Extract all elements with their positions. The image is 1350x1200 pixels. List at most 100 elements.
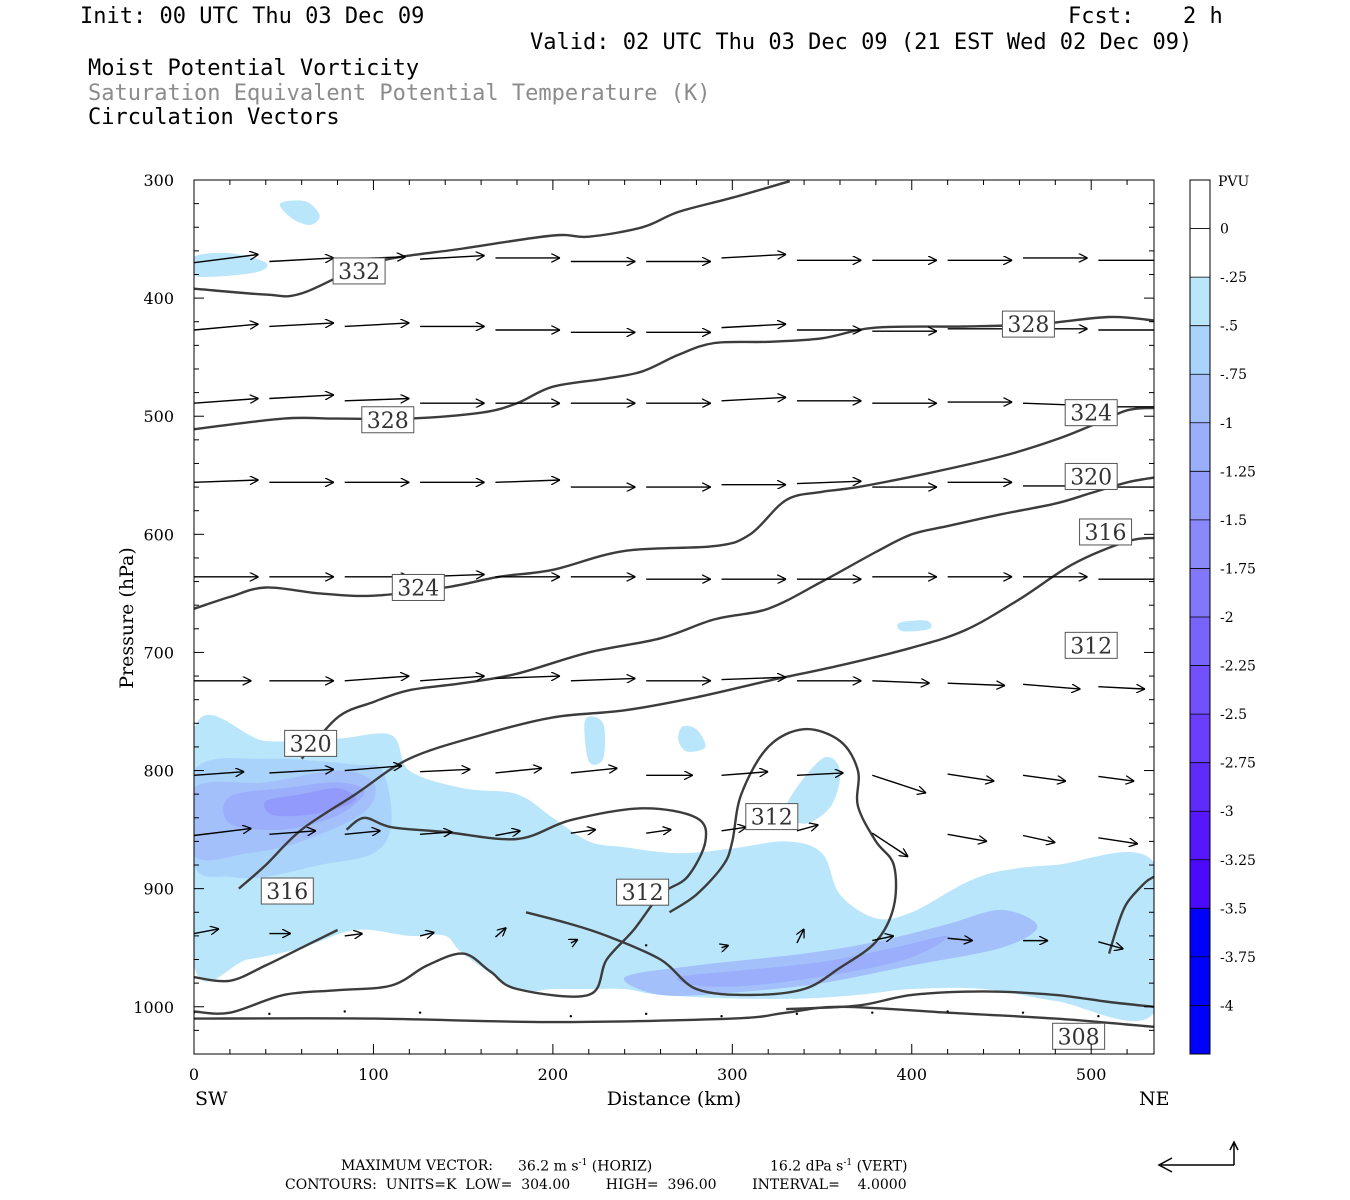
colorbar-label: -2.75 [1220,756,1256,772]
vector-stub [1097,1015,1100,1018]
x-tick-label: 200 [538,1065,569,1084]
circulation-vector [872,936,894,941]
colorbar-label: -3 [1220,804,1234,820]
circulation-vector [194,828,251,837]
colorbar-label: -3.75 [1220,950,1256,966]
colorbar-label: -1.75 [1220,561,1256,577]
circulation-vector [194,929,219,934]
circulation-vector [570,768,618,774]
x-tick-label: 500 [1076,1065,1107,1084]
circulation-vector [194,324,259,331]
circulation-vector [721,254,787,258]
circulation-vector [721,677,787,679]
x-end-label-right: NE [1139,1088,1170,1110]
circulation-vector [420,256,485,260]
theta-es-contour [194,928,339,983]
colorbar-label: -2 [1220,610,1234,626]
contour-label-box [260,877,314,905]
y-tick-label: 300 [143,171,174,190]
colorbar-label: -2.5 [1220,707,1247,723]
colorbar-swatch [1190,325,1210,375]
valid-time: Valid: 02 UTC Thu 03 Dec 09 (21 EST Wed … [530,30,1193,55]
contour-label-box [332,257,386,285]
pv-fill-region [676,935,948,987]
circulation-vector [269,769,334,773]
circulation-vector [1022,834,1055,843]
contour-labels: 332 328 328 324 324 320 320 316 316 312 312 312 308 [260,257,1133,1050]
contour-label: 328 [367,409,409,434]
x-axis: 0 100 200 300 400 500 [189,180,1128,1084]
circulation-vector [796,481,862,483]
contour-label: 332 [338,260,380,285]
circulation-vector [872,774,926,793]
contour-label: 324 [397,576,439,601]
pv-fill-region [897,620,932,632]
vector-stub [871,1011,874,1014]
contour-label-box [1064,631,1118,659]
circulation-vector [495,676,560,678]
circulation-vector [947,773,995,781]
colorbar-label: -4 [1220,998,1234,1014]
max-vector-vert: 16.2 dPa s-1 (VERT) [770,1158,908,1175]
colorbar-label: -.5 [1220,319,1238,335]
circulation-vector [194,480,259,482]
circulation-vector [420,769,470,771]
contour-label-box [391,573,445,601]
colorbar-swatch [1190,228,1210,278]
colorbar-label: -1 [1220,416,1234,432]
init-time: Init: 00 UTC Thu 03 Dec 09 [80,4,425,29]
theta-es-contour [194,180,791,298]
theta-es-contour [238,536,1154,890]
circulation-vector [646,830,671,834]
contour-label: 312 [1070,634,1112,659]
theta-es-contour [194,1005,1154,1028]
theta-es-contour [300,476,1154,760]
colorbar-swatch [1190,859,1210,909]
colorbar-swatch [1190,519,1210,569]
field-title-theta-es: Saturation Equivalent Potential Temperat… [88,81,711,106]
colorbar-swatch [1190,277,1210,326]
colorbar-swatch [1190,422,1210,472]
max-vector-horiz: 36.2 m s-1 (HORIZ) [518,1158,653,1175]
colorbar-swatch [1190,374,1210,423]
circulation-vector [796,773,844,775]
contour-label-box [1064,399,1118,427]
circulation-vector [495,480,560,482]
contour-label-box [1079,518,1133,546]
vector-stub [946,1010,949,1013]
contour-label: 312 [751,806,793,831]
circulation-vector [871,832,908,857]
colorbar: 0 -.25 -.5 -.75 -1 -1.25 -1.5 -1.75 -2 -2.25 -2.5 -… [1189,179,1256,1055]
colorbar-label: -1.5 [1220,513,1247,529]
colorbar-label: -.25 [1220,270,1247,286]
circulation-vector [947,833,987,841]
vector-stub [569,1015,573,1018]
circulation-vector [722,945,729,947]
colorbar-swatch [1190,714,1210,763]
circulation-vector [570,830,596,834]
contour-label-box [361,406,415,434]
vector-stub [1021,1011,1025,1014]
field-title-mpv: Moist Potential Vorticity [88,56,420,81]
contour-label: 320 [1070,465,1112,490]
contour-label: 324 [1070,402,1112,427]
circulation-vector [344,934,363,936]
colorbar-swatch [1190,762,1210,812]
colorbar-label: -.75 [1220,367,1247,383]
vector-stub [343,1010,346,1013]
circulation-vector [269,323,334,327]
colorbar-swatch [1190,471,1210,520]
theta-es-contour [194,807,708,1015]
circulation-vector [194,399,259,404]
y-tick-label: 400 [143,289,174,308]
circulation-vector [721,324,787,328]
y-axis: 300 400 500 600 700 800 900 1000 [133,171,1154,1031]
colorbar-swatch [1190,568,1210,617]
circulation-vector [344,831,381,835]
contour-label: 328 [1007,313,1049,338]
circulation-vector [947,938,973,940]
vector-stub [795,1012,799,1016]
contour-label: 308 [1058,1025,1100,1050]
forecast-hour: 2 h [1183,4,1223,29]
circulation-vector [947,683,1005,685]
